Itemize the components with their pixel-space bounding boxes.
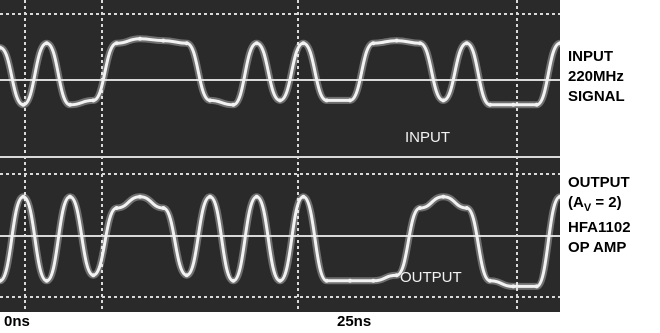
- gain-subscript: V: [583, 202, 592, 214]
- scope-grid: [0, 0, 560, 312]
- input-trace-point: [441, 98, 446, 103]
- x-tick-label-0ns: 0ns: [4, 313, 30, 330]
- output-trace-point: [114, 206, 119, 210]
- output-trace-point: [231, 278, 236, 283]
- output-trace-point: [394, 273, 399, 278]
- gain-prefix: (A: [568, 194, 584, 211]
- gain-label: (AV = 2): [568, 193, 631, 218]
- output-trace-point: [301, 194, 306, 199]
- input-trace-point: [511, 102, 516, 107]
- x-tick-label-25ns: 25ns: [337, 313, 372, 330]
- input-trace-point: [21, 102, 26, 107]
- input-trace-point: [0, 45, 2, 50]
- input-trace-point: [254, 41, 259, 46]
- input-trace-point: [44, 41, 49, 46]
- input-trace-point: [68, 102, 72, 107]
- output-trace-point: [68, 194, 72, 199]
- output-trace-point: [184, 273, 189, 278]
- output-trace-point: [464, 206, 469, 210]
- output-trace-point: [278, 278, 282, 283]
- input-trace-point: [91, 98, 96, 103]
- output-trace: [0, 195, 560, 288]
- input-trace-point: [278, 98, 282, 103]
- output-trace-point: [324, 278, 329, 283]
- input-trace-point: [394, 38, 399, 43]
- input-trace-point: [138, 36, 142, 41]
- output-trace-point: [488, 278, 492, 283]
- output-label-line: OUTPUT: [568, 174, 630, 191]
- input-trace-point: [488, 102, 492, 107]
- oscilloscope-plot: INPUT OUTPUT: [0, 0, 560, 312]
- output-trace-point: [44, 278, 49, 283]
- output-trace-point: [534, 284, 539, 289]
- input-side-label: INPUT 220MHz SIGNAL: [568, 47, 625, 107]
- output-trace-point: [138, 194, 142, 199]
- output-trace-point: [208, 194, 212, 199]
- input-frequency-label: 220MHz: [568, 68, 624, 85]
- output-trace-point: [254, 194, 259, 199]
- output-trace-point: [511, 284, 516, 289]
- output-trace-point: [418, 206, 422, 210]
- output-trace-point: [441, 194, 446, 199]
- input-trace-point: [558, 41, 560, 46]
- output-trace-point: [558, 194, 560, 199]
- part-number-label: HFA1102: [568, 219, 631, 236]
- input-signal-label: SIGNAL: [568, 88, 625, 105]
- input-label-line: INPUT: [568, 48, 613, 65]
- output-side-label: OUTPUT (AV = 2) HFA1102 OP AMP: [568, 173, 631, 258]
- output-trace-point: [371, 278, 376, 283]
- scope-traces: [0, 35, 560, 290]
- input-trace-point: [348, 98, 352, 103]
- op-amp-label: OP AMP: [568, 239, 627, 256]
- input-trace-point: [114, 41, 119, 46]
- output-trace-point: [21, 194, 26, 199]
- output-trace-point: [0, 278, 2, 283]
- output-trace-point: [161, 206, 166, 210]
- gain-suffix: = 2): [591, 194, 622, 211]
- input-trace-point: [418, 41, 422, 46]
- output-trace-label: OUTPUT: [400, 269, 462, 286]
- input-trace-point: [324, 98, 329, 103]
- input-trace-point: [464, 41, 469, 46]
- output-trace-point: [348, 278, 352, 283]
- input-trace-point: [371, 41, 376, 46]
- input-trace-point: [534, 102, 539, 107]
- input-trace-point: [208, 98, 212, 103]
- input-trace-point: [161, 38, 166, 43]
- input-trace-point: [231, 102, 236, 107]
- input-trace-point: [301, 41, 306, 46]
- input-trace-point: [184, 41, 189, 46]
- input-trace-label: INPUT: [405, 129, 450, 146]
- output-trace-point: [91, 273, 96, 278]
